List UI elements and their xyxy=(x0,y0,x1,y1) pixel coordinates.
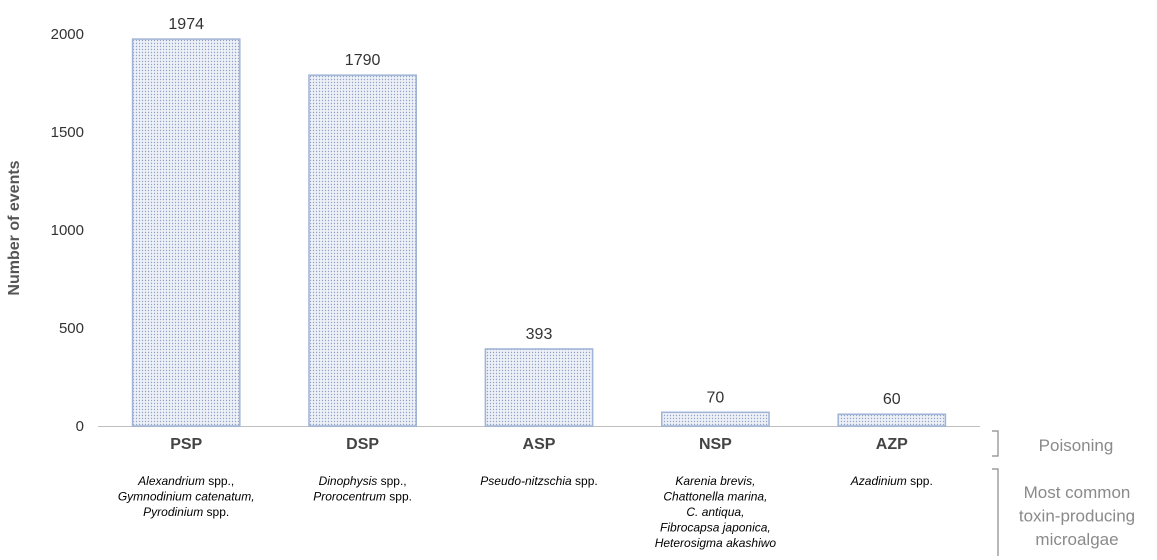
category-label: PSP xyxy=(170,436,202,453)
algae-label-group: Pseudo-nitzschia spp. xyxy=(480,474,597,488)
bar-nsp xyxy=(661,411,770,427)
algae-line: Dinophysis spp., xyxy=(319,474,407,488)
y-tick-label: 1500 xyxy=(51,124,84,141)
algae-text: Heterosigma akashiwo xyxy=(655,536,777,550)
y-tick-label: 2000 xyxy=(51,26,84,43)
category-label: NSP xyxy=(699,436,732,453)
algae-line: Prorocentrum spp. xyxy=(313,490,412,504)
algae-line: Heterosigma akashiwo xyxy=(655,536,777,550)
data-label: 1790 xyxy=(345,52,381,69)
category-label: ASP xyxy=(523,436,556,453)
algae-line: Karenia brevis, xyxy=(675,474,755,488)
algae-line: Alexandrium spp., xyxy=(137,474,234,488)
algae-text: Alexandrium xyxy=(137,474,205,488)
category-label: AZP xyxy=(876,436,908,453)
microalgae-labels: Alexandrium spp.,Gymnodinium catenatum,P… xyxy=(118,474,933,550)
algae-text: Pseudo-nitzschia xyxy=(480,474,572,488)
algae-text: spp. xyxy=(907,474,933,488)
algae-row-label: toxin-producing xyxy=(1019,507,1135,526)
data-label: 70 xyxy=(707,389,725,406)
algae-line: Azadinium spp. xyxy=(850,474,933,488)
algae-line: Gymnodinium catenatum, xyxy=(118,490,255,504)
algae-text: C. antiqua, xyxy=(686,505,744,519)
algae-text: Prorocentrum xyxy=(313,490,386,504)
algae-text: Fibrocapsa japonica, xyxy=(660,521,771,535)
algae-line: Pseudo-nitzschia spp. xyxy=(480,474,597,488)
y-tick-label: 500 xyxy=(59,320,84,337)
row-labels: Poisoning Most common toxin-producing micro… xyxy=(992,430,1135,556)
algae-text: spp., xyxy=(377,474,406,488)
y-axis-label: Number of events xyxy=(6,160,23,295)
bar-azp xyxy=(837,413,947,427)
algae-label-group: Azadinium spp. xyxy=(850,474,933,488)
algae-text: spp. xyxy=(386,490,412,504)
algae-text: Chattonella marina, xyxy=(663,490,767,504)
data-labels: 1974 1790 393 70 60 xyxy=(168,16,900,408)
algae-row-label: microalgae xyxy=(1035,530,1118,549)
algae-label-group: Dinophysis spp., Prorocentrum spp. xyxy=(313,474,412,504)
algae-line: Pyrodinium spp. xyxy=(143,505,229,519)
algae-text: spp. xyxy=(203,505,229,519)
algae-row-label: Most common xyxy=(1024,483,1131,502)
algae-line: Chattonella marina, xyxy=(663,490,767,504)
category-label: DSP xyxy=(346,436,379,453)
algae-line: Fibrocapsa japonica, xyxy=(660,521,771,535)
algae-text: Gymnodinium catenatum, xyxy=(118,490,255,504)
algae-label-group: Alexandrium spp., Gymnodinium catenatum,P… xyxy=(118,474,255,519)
bar-psp xyxy=(131,38,241,427)
poisoning-row-label: Poisoning xyxy=(1039,436,1114,455)
y-axis-ticks: 0 500 1000 1500 2000 xyxy=(51,26,84,435)
poisoning-bracket xyxy=(992,430,999,457)
algae-text: spp., xyxy=(205,474,234,488)
algae-text: Pyrodinium xyxy=(143,505,203,519)
data-label: 393 xyxy=(526,326,553,343)
bars xyxy=(131,38,947,427)
data-label: 60 xyxy=(883,391,901,408)
y-tick-label: 0 xyxy=(76,418,84,435)
algae-text: Karenia brevis, xyxy=(675,474,755,488)
bar-asp xyxy=(484,348,594,427)
algae-text: Azadinium xyxy=(850,474,907,488)
category-labels: PSP DSP ASP NSP AZP xyxy=(170,436,908,453)
algae-label-group: Karenia brevis, Chattonella marina,C. ant… xyxy=(655,474,777,550)
y-tick-label: 1000 xyxy=(51,222,84,239)
algae-bracket xyxy=(992,468,999,556)
data-label: 1974 xyxy=(168,16,204,33)
algae-text: spp. xyxy=(572,474,598,488)
algae-text: Dinophysis xyxy=(319,474,378,488)
bar-dsp xyxy=(308,74,417,427)
algae-line: C. antiqua, xyxy=(686,505,744,519)
